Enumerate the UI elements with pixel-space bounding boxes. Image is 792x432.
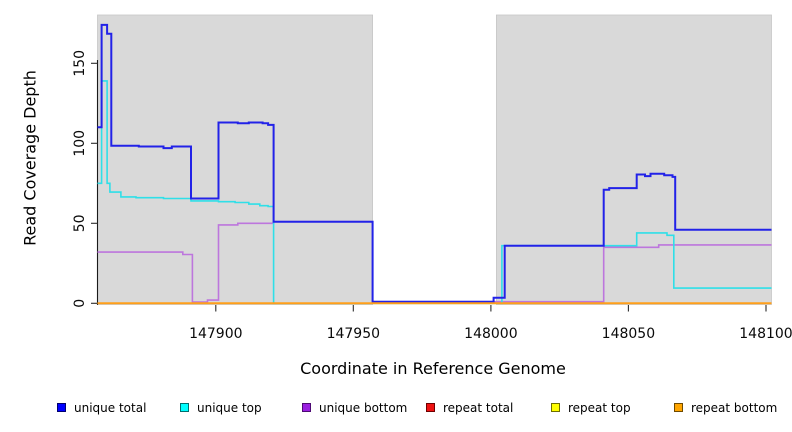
unique-total-swatch-icon <box>57 403 66 412</box>
legend-label-unique-top: unique top <box>197 400 262 415</box>
legend-item-repeat-top: repeat top <box>551 400 631 415</box>
legend-item-unique-top: unique top <box>180 400 262 415</box>
x-tick-label: 147900 <box>189 326 242 342</box>
legend-label-repeat-bottom: repeat bottom <box>691 400 778 415</box>
x-tick-label: 148000 <box>464 326 517 342</box>
y-tick-label: 50 <box>72 214 88 232</box>
x-tick-label: 147950 <box>327 326 380 342</box>
legend-item-unique-bottom: unique bottom <box>302 400 407 415</box>
repeat-top-swatch-icon <box>551 403 560 412</box>
x-tick-label: 148100 <box>739 326 792 342</box>
series-line-unique-bottom <box>97 220 772 303</box>
y-axis-label: Read Coverage Depth <box>20 70 40 246</box>
unique-top-swatch-icon <box>180 403 189 412</box>
x-tick-label: 148050 <box>602 326 655 342</box>
legend-item-unique-total: unique total <box>57 400 146 415</box>
repeat-total-swatch-icon <box>426 403 435 412</box>
repeat-bottom-swatch-icon <box>674 403 683 412</box>
x-axis-label: Coordinate in Reference Genome <box>300 359 566 378</box>
series-line-unique-top <box>97 80 772 305</box>
y-tick-label: 0 <box>72 299 88 308</box>
legend-label-unique-total: unique total <box>74 400 147 415</box>
y-tick-label: 100 <box>72 130 88 157</box>
series-line-unique-total <box>97 23 772 303</box>
legend-item-repeat-bottom: repeat bottom <box>674 400 777 415</box>
plot-data-region-2 <box>495 14 772 305</box>
legend-label-unique-bottom: unique bottom <box>319 400 408 415</box>
legend-item-repeat-total: repeat total <box>426 400 513 415</box>
legend-label-repeat-total: repeat total <box>443 400 514 415</box>
plot-data-region-1 <box>97 14 374 305</box>
legend-label-repeat-top: repeat top <box>568 400 631 415</box>
unique-bottom-swatch-icon <box>302 403 311 412</box>
y-tick-label: 150 <box>72 50 88 77</box>
